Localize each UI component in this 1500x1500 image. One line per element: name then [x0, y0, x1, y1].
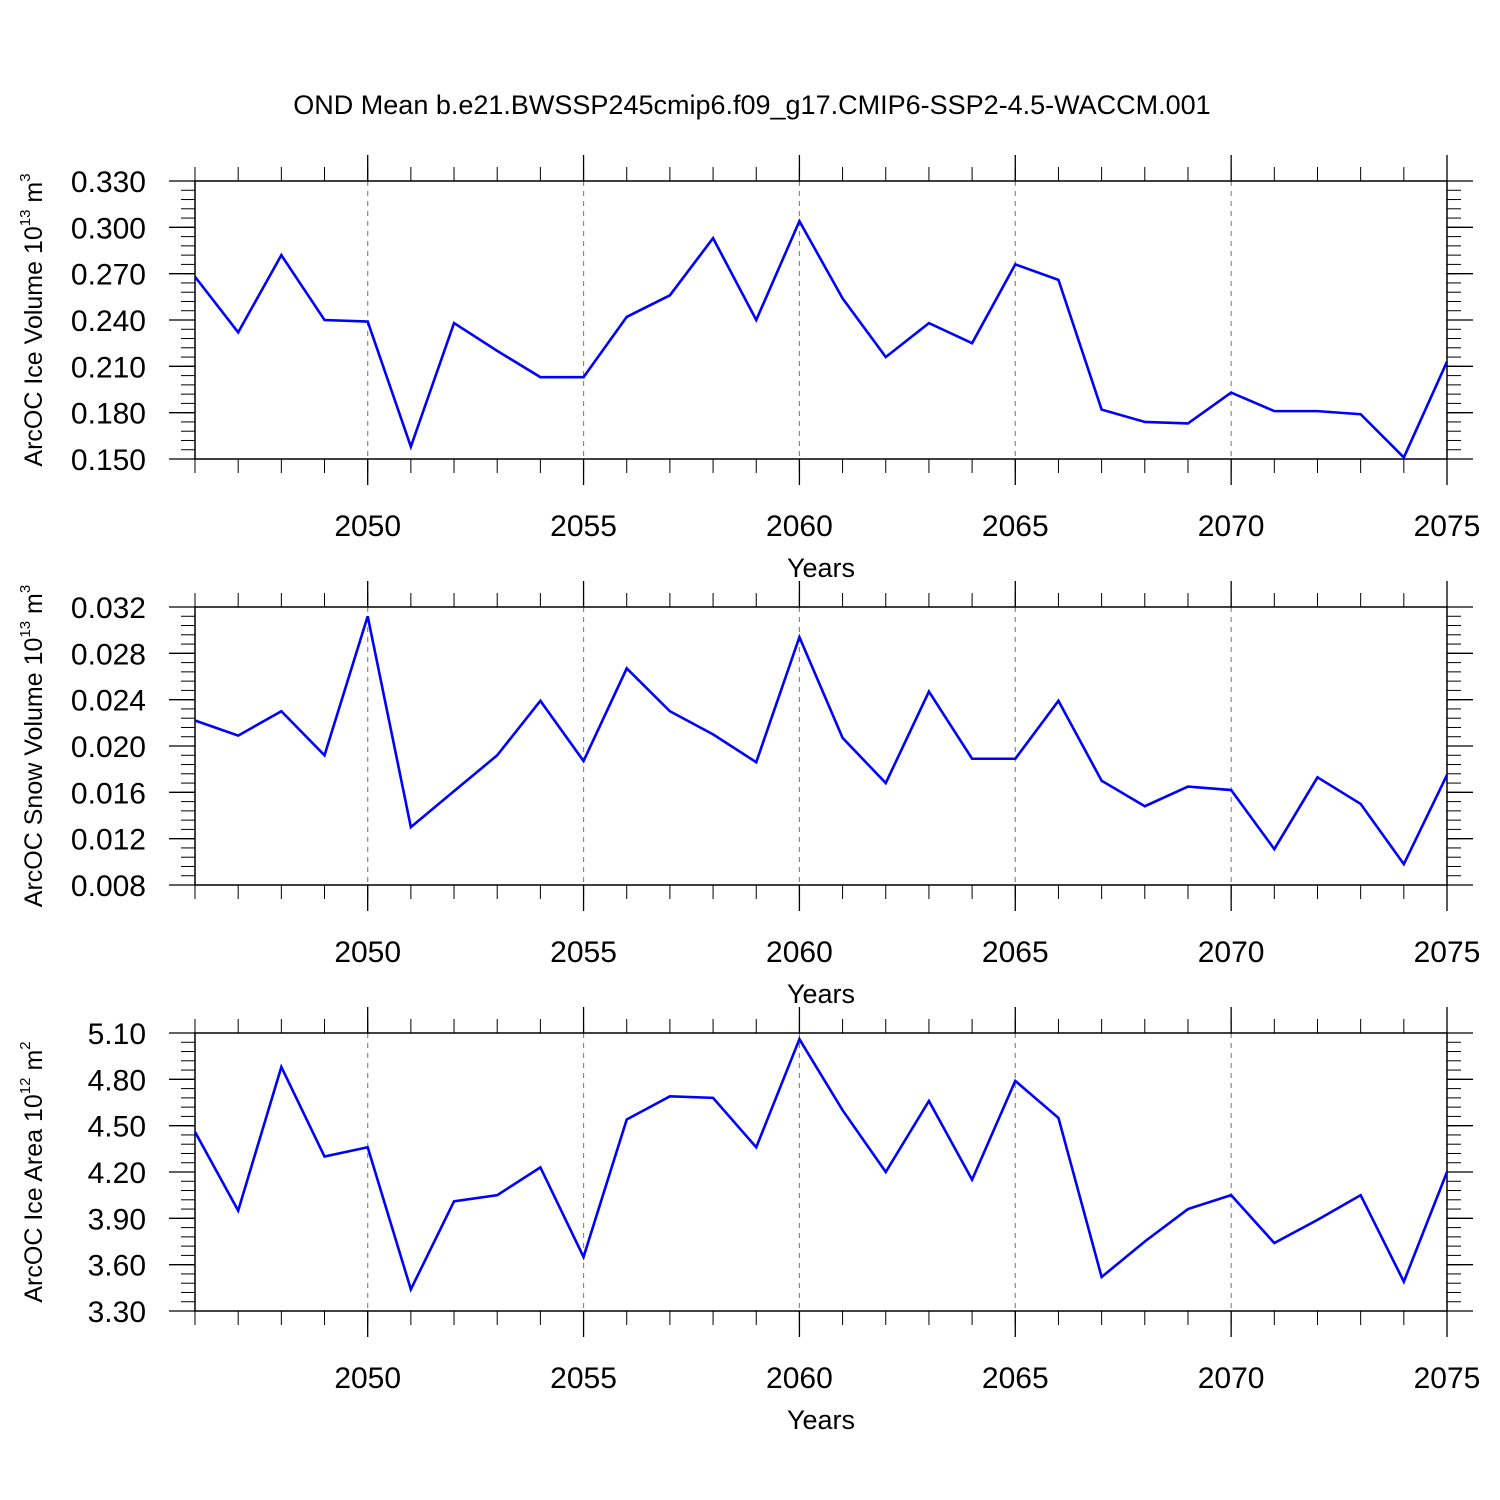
x-tick-label: 2065	[982, 1362, 1049, 1395]
y-tick-label: 0.024	[71, 685, 146, 718]
y-tick-label: 3.30	[88, 1296, 146, 1329]
y-axis-label: ArcOC Ice Volume 1013 m3	[17, 173, 48, 466]
x-axis-label: Years	[787, 1405, 855, 1435]
x-tick-label: 2065	[982, 936, 1049, 969]
y-tick-label: 0.020	[71, 731, 146, 764]
x-tick-label: 2075	[1414, 936, 1481, 969]
x-tick-label: 2060	[766, 936, 833, 969]
y-tick-label: 5.10	[88, 1018, 146, 1051]
x-axis-label: Years	[787, 979, 855, 1009]
x-tick-label: 2050	[334, 1362, 401, 1395]
plot-frame	[194, 180, 1448, 460]
x-axis-label: Years	[787, 553, 855, 583]
x-tick-label: 2060	[766, 510, 833, 543]
y-tick-label: 3.90	[88, 1203, 146, 1236]
x-tick-label: 2065	[982, 510, 1049, 543]
x-tick-label: 2050	[334, 936, 401, 969]
y-tick-label: 0.016	[71, 777, 146, 810]
y-tick-label: 4.80	[88, 1064, 146, 1097]
y-axis-label: ArcOC Snow Volume 1013 m3	[17, 585, 48, 907]
series-line	[193, 218, 1449, 460]
x-tick-label: 2055	[550, 1362, 617, 1395]
y-tick-label: 0.300	[71, 212, 146, 245]
y-tick-label: 0.012	[71, 824, 146, 857]
y-tick-label: 0.008	[71, 870, 146, 903]
x-tick-label: 2060	[766, 1362, 833, 1395]
y-tick-label: 0.330	[71, 166, 146, 199]
figure-title: OND Mean b.e21.BWSSP245cmip6.f09_g17.CMI…	[293, 90, 1210, 120]
chart-panel-3: 3.30 3.60 3.90 4.20 4.50 4.80 5.10 2050 2055 2060…	[17, 1007, 1480, 1435]
x-tick-label: 2050	[334, 510, 401, 543]
x-tick-label: 2055	[550, 510, 617, 543]
y-tick-label: 0.210	[71, 351, 146, 384]
y-tick-label: 0.150	[71, 444, 146, 477]
y-tick-label: 4.20	[88, 1157, 146, 1190]
y-tick-label: 0.180	[71, 398, 146, 431]
y-tick-label: 0.028	[71, 638, 146, 671]
x-tick-label: 2070	[1198, 510, 1265, 543]
y-tick-label: 3.60	[88, 1250, 146, 1283]
y-tick-label: 4.50	[88, 1111, 146, 1144]
y-axis-label: ArcOC Ice Area 1012 m2	[17, 1041, 48, 1302]
x-tick-label: 2055	[550, 936, 617, 969]
plot-frame	[194, 606, 1448, 886]
y-tick-label: 0.032	[71, 592, 146, 625]
chart-panel-1: 0.150 0.180 0.210 0.240 0.270 0.300 0.330 2050 2…	[17, 155, 1480, 583]
chart-panel-2: 0.008 0.012 0.016 0.020 0.024 0.028 0.032 2050 2…	[17, 581, 1480, 1009]
y-tick-label: 0.270	[71, 259, 146, 292]
y-tick-label: 0.240	[71, 305, 146, 338]
x-tick-label: 2075	[1414, 1362, 1481, 1395]
x-tick-label: 2075	[1414, 510, 1481, 543]
x-tick-label: 2070	[1198, 1362, 1265, 1395]
x-tick-label: 2070	[1198, 936, 1265, 969]
series-line	[194, 615, 1449, 867]
series-line	[193, 1036, 1449, 1293]
